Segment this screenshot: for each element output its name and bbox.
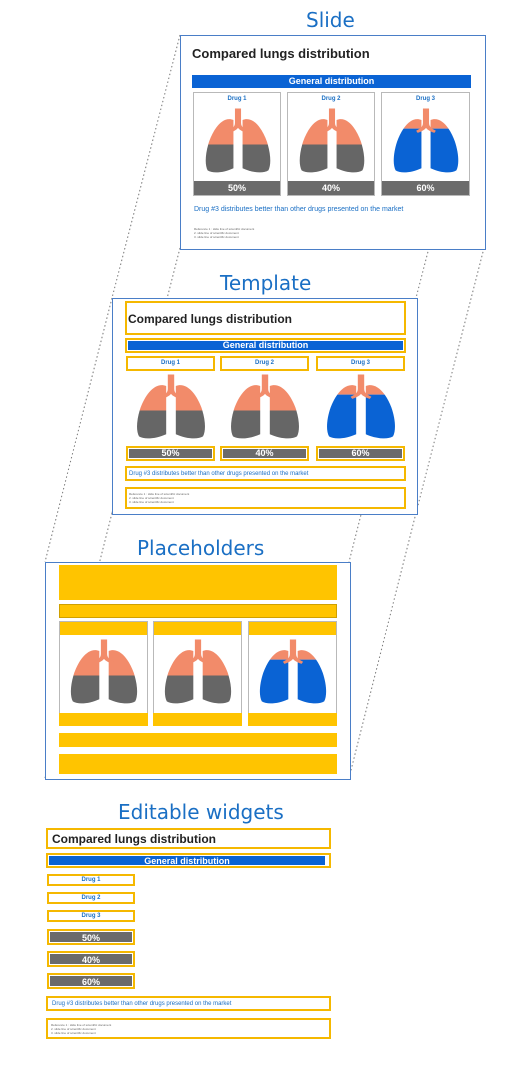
template-title: Compared lungs distribution [128,312,292,326]
percent-placeholder [248,713,337,726]
slide-card-1: Drug 1 50% [193,92,281,196]
section-title-slide: Slide [306,8,355,32]
subtitle-placeholder [59,604,337,618]
image-placeholder [153,621,242,725]
drug-label-outline: Drug 2 [220,356,309,371]
footnote-placeholder [59,754,337,774]
lungs-icon [164,639,232,704]
subtitle-widget[interactable]: General distribution [46,853,331,868]
message-widget[interactable]: Drug #3 distributes better than other dr… [46,996,331,1011]
lungs-icon [299,108,365,173]
image-placeholder [59,621,148,725]
drug-label: Drug 2 [321,96,341,102]
message-placeholder [59,733,337,747]
placeholders-preview [45,562,351,780]
percent-outline: 60% [316,446,405,461]
slide-footnotes: Reference 1 : slide line of scientific d… [194,227,255,239]
image-placeholder [248,621,337,725]
slide-title: Compared lungs distribution [192,46,370,61]
lungs-icon [70,639,138,704]
section-title-widgets: Editable widgets [118,800,284,824]
template-preview: Compared lungs distribution General dist… [112,298,418,515]
percent-placeholder [153,713,242,726]
percent-widget[interactable]: 60% [47,973,135,989]
subtitle-placeholder-outline: General distribution [125,338,406,353]
footnote-outline: Reference 1 : slide line of scientific d… [125,487,406,509]
percent-widget[interactable]: 40% [47,951,135,967]
message-outline: Drug #3 distributes better than other dr… [125,466,406,481]
drug-label-widget[interactable]: Drug 2 [47,892,135,904]
percent-badge: 60% [382,181,469,195]
title-placeholder [59,565,337,600]
percent-badge: 50% [194,181,280,195]
percent-placeholder [59,713,148,726]
lungs-icon [259,639,327,704]
percent-outline: 40% [220,446,309,461]
footnote-widget[interactable]: Reference 1 : slide line of scientific d… [46,1018,331,1039]
section-title-placeholders: Placeholders [137,536,265,560]
lungs-icon [231,374,299,439]
drug-label-outline: Drug 1 [126,356,215,371]
drug-label-outline: Drug 3 [316,356,405,371]
drug-label-widget[interactable]: Drug 1 [47,874,135,886]
section-title-template: Template [220,271,312,295]
slide-card-2: Drug 2 40% [287,92,375,196]
percent-widget[interactable]: 50% [47,929,135,945]
drug-label: Drug 1 [227,96,247,102]
percent-outline: 50% [126,446,215,461]
template-subtitle-bar: General distribution [128,341,403,350]
slide-preview: Compared lungs distribution General dist… [180,35,486,250]
slide-message: Drug #3 distributes better than other dr… [194,206,404,213]
lungs-icon [327,374,395,439]
slide-subtitle-bar: General distribution [192,75,471,88]
lungs-icon [205,108,271,173]
drug-label: Drug 3 [415,96,435,102]
title-widget[interactable]: Compared lungs distribution [46,828,331,849]
lungs-icon [137,374,205,439]
slide-card-3: Drug 3 60% [381,92,470,196]
percent-badge: 40% [288,181,374,195]
lungs-icon [393,108,459,173]
drug-label-widget[interactable]: Drug 3 [47,910,135,922]
title-placeholder-outline: Compared lungs distribution [125,301,406,335]
